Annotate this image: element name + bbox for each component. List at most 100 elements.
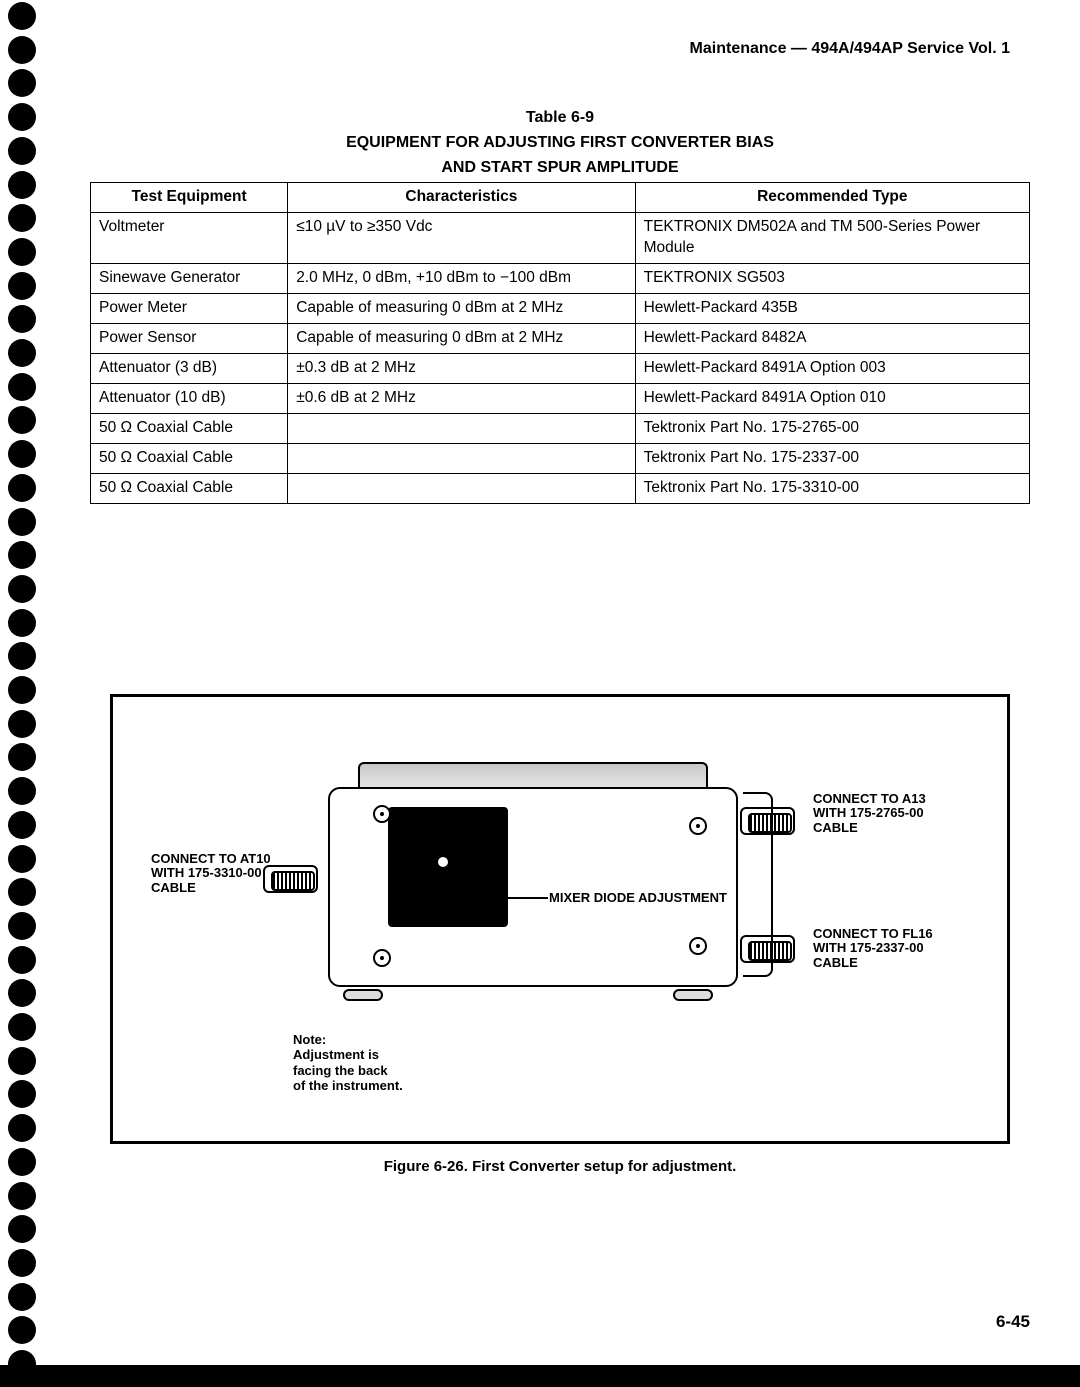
binding-hole [8,1215,36,1243]
binding-hole [8,440,36,468]
cell-equipment: 50 Ω Coaxial Cable [91,473,288,503]
table-title-line2: EQUIPMENT FOR ADJUSTING FIRST CONVERTER … [90,133,1030,154]
page-header: Maintenance — 494A/494AP Service Vol. 1 [90,40,1030,58]
label-mixer: MIXER DIODE ADJUSTMENT [549,891,727,906]
figure-note: Note: Adjustment is facing the back of t… [293,1032,403,1094]
cell-equipment: Sinewave Generator [91,264,288,294]
table-row: 50 Ω Coaxial Cable Tektronix Part No. 175… [91,443,1030,473]
binding-hole [8,339,36,367]
binding-hole [8,1316,36,1344]
table-header-row: Test Equipment Characteristics Recommend… [91,183,1030,213]
foot-right [673,989,713,1001]
cell-equipment: Power Sensor [91,324,288,354]
cell-recommended: TEKTRONIX SG503 [635,264,1029,294]
table-number: Table 6-9 [90,108,1030,129]
screw-br [689,937,707,955]
binding-hole [8,878,36,906]
cell-recommended: Hewlett-Packard 435B [635,294,1029,324]
cell-equipment: 50 Ω Coaxial Cable [91,443,288,473]
cell-characteristics [288,473,635,503]
binding-hole [8,474,36,502]
cell-recommended: Tektronix Part No. 175-3310-00 [635,473,1029,503]
binding-hole [8,1249,36,1277]
binding-hole [8,204,36,232]
figure-caption: Figure 6-26. First Converter setup for a… [90,1158,1030,1175]
cell-characteristics: ≤10 µV to ≥350 Vdc [288,213,635,264]
cell-characteristics: ±0.3 dB at 2 MHz [288,353,635,383]
binding-holes [0,0,45,1387]
cell-characteristics: Capable of measuring 0 dBm at 2 MHz [288,324,635,354]
cell-equipment: Attenuator (3 dB) [91,353,288,383]
cell-characteristics: ±0.6 dB at 2 MHz [288,383,635,413]
cell-equipment: 50 Ω Coaxial Cable [91,413,288,443]
cell-recommended: Hewlett-Packard 8491A Option 010 [635,383,1029,413]
binding-hole [8,1114,36,1142]
binding-hole [8,811,36,839]
cell-equipment: Voltmeter [91,213,288,264]
col-header-recommended: Recommended Type [635,183,1029,213]
binding-hole [8,642,36,670]
col-header-characteristics: Characteristics [288,183,635,213]
cell-equipment: Attenuator (10 dB) [91,383,288,413]
binding-hole [8,103,36,131]
label-right-conn-bottom: CONNECT TO FL16 WITH 175-2337-00 CABLE [813,927,933,972]
cell-characteristics [288,443,635,473]
binding-hole [8,845,36,873]
left-connector [263,865,318,893]
equipment-table: Test Equipment Characteristics Recommend… [90,182,1030,503]
table-row: 50 Ω Coaxial Cable Tektronix Part No. 175… [91,473,1030,503]
binding-hole [8,946,36,974]
screw-bl [373,949,391,967]
binding-hole [8,1148,36,1176]
label-left-conn: CONNECT TO AT10 WITH 175-3310-00 CABLE [151,852,271,897]
adjustment-panel [388,807,508,927]
binding-hole [8,1283,36,1311]
binding-hole [8,36,36,64]
cell-equipment: Power Meter [91,294,288,324]
screw-tl [373,805,391,823]
binding-hole [8,1182,36,1210]
binding-hole [8,69,36,97]
screw-tr [689,817,707,835]
table-row: Power MeterCapable of measuring 0 dBm at… [91,294,1030,324]
binding-hole [8,1013,36,1041]
binding-hole [8,137,36,165]
cell-characteristics: 2.0 MHz, 0 dBm, +10 dBm to −100 dBm [288,264,635,294]
binding-hole [8,743,36,771]
cell-recommended: Hewlett-Packard 8482A [635,324,1029,354]
col-header-equipment: Test Equipment [91,183,288,213]
binding-hole [8,710,36,738]
adjustment-dot [438,857,448,867]
label-right-conn-top: CONNECT TO A13 WITH 175-2765-00 CABLE [813,792,926,837]
bottom-black-bar [0,1365,1080,1387]
table-title-line3: AND START SPUR AMPLITUDE [90,158,1030,179]
binding-hole [8,575,36,603]
binding-hole [8,912,36,940]
figure-box: CONNECT TO AT10 WITH 175-3310-00 CABLE C… [110,694,1010,1144]
binding-hole [8,1080,36,1108]
table-row: Voltmeter≤10 µV to ≥350 VdcTEKTRONIX DM5… [91,213,1030,264]
foot-left [343,989,383,1001]
binding-hole [8,609,36,637]
binding-hole [8,979,36,1007]
cell-recommended: Tektronix Part No. 175-2337-00 [635,443,1029,473]
page: Maintenance — 494A/494AP Service Vol. 1 … [60,0,1060,1387]
table-row: Attenuator (3 dB)±0.3 dB at 2 MHzHewlett… [91,353,1030,383]
binding-hole [8,1047,36,1075]
binding-hole [8,541,36,569]
cell-characteristics: Capable of measuring 0 dBm at 2 MHz [288,294,635,324]
table-row: Power SensorCapable of measuring 0 dBm a… [91,324,1030,354]
mixer-pointer [508,897,548,899]
cell-characteristics [288,413,635,443]
binding-hole [8,406,36,434]
binding-hole [8,2,36,30]
device-top-ridge [358,762,708,790]
page-number: 6-45 [996,1312,1030,1332]
binding-hole [8,676,36,704]
table-row: 50 Ω Coaxial CableTektronix Part No. 175… [91,413,1030,443]
cell-recommended: TEKTRONIX DM502A and TM 500-Series Power… [635,213,1029,264]
table-row: Sinewave Generator2.0 MHz, 0 dBm, +10 dB… [91,264,1030,294]
binding-hole [8,305,36,333]
binding-hole [8,272,36,300]
binding-hole [8,238,36,266]
